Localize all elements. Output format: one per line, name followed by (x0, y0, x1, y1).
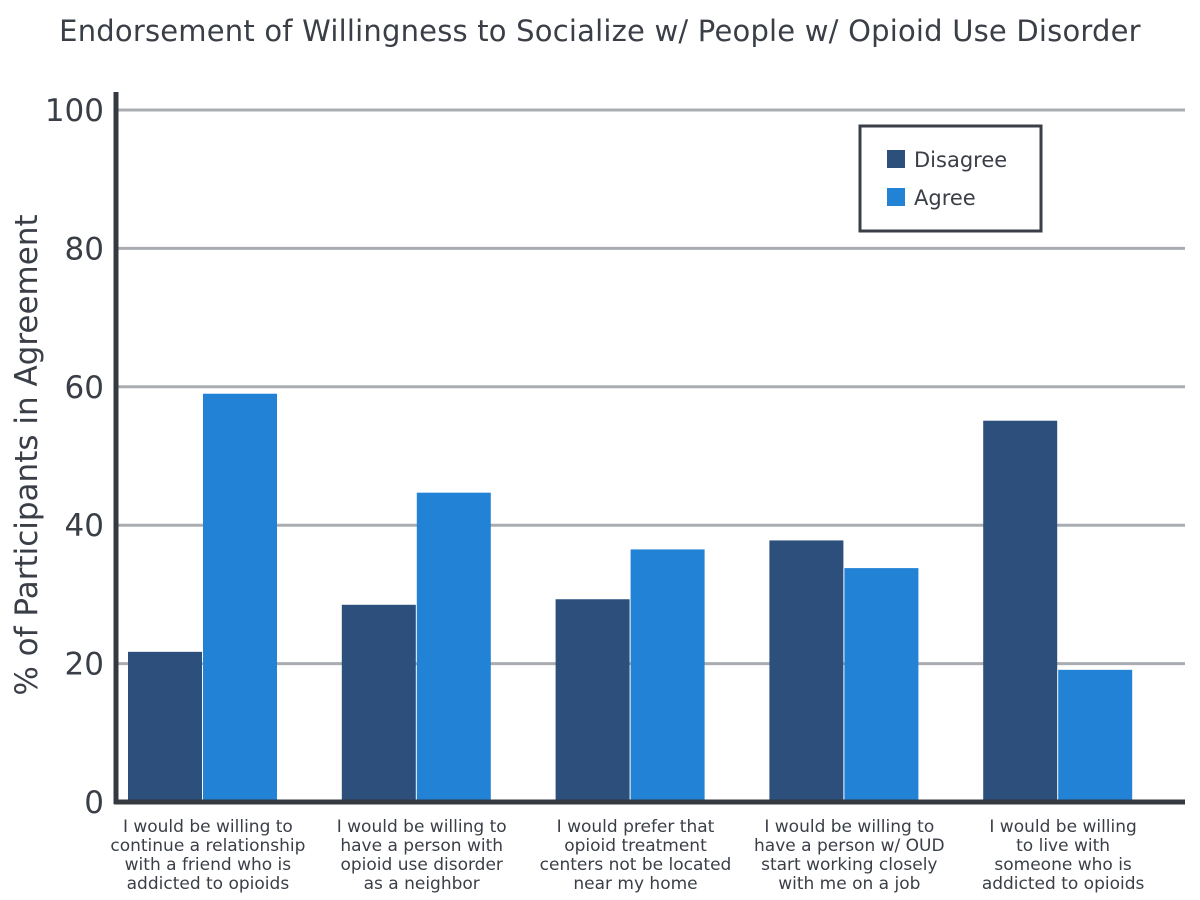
legend-label-agree: Agree (914, 186, 976, 210)
legend-swatch-agree (887, 188, 905, 206)
chart-title: Endorsement of Willingness to Socialize … (59, 14, 1141, 48)
bar-agree-5 (1058, 669, 1133, 802)
x-category-label: I would be willing to live with someone wh… (982, 817, 1145, 894)
bar-agree-3 (630, 549, 705, 802)
y-tick-label: 0 (84, 785, 104, 821)
bar-disagree-3 (555, 599, 630, 802)
axes (113, 92, 1185, 805)
legend-swatch-disagree (887, 150, 905, 168)
y-tick-label: 20 (65, 647, 104, 683)
legend-label-disagree: Disagree (914, 148, 1007, 172)
bar-disagree-1 (128, 651, 202, 802)
x-category-label: I would be willing to continue a relation… (110, 817, 305, 894)
bars (128, 393, 1133, 802)
x-category-labels: I would be willing to continue a relation… (110, 817, 1144, 894)
legend-box (858, 124, 1043, 233)
y-tick-label: 100 (45, 93, 104, 129)
y-tick-label: 40 (65, 508, 104, 544)
bar-disagree-5 (983, 420, 1058, 802)
bar-disagree-2 (341, 604, 416, 802)
bar-agree-2 (416, 492, 491, 802)
x-category-label: I would be willing to have a person with o… (337, 817, 507, 894)
y-tick-label: 80 (65, 231, 104, 267)
bar-disagree-4 (769, 540, 844, 802)
x-category-label: I would prefer that opioid treatment cente… (540, 817, 732, 894)
y-axis-label: % of Participants in Agreement (9, 214, 45, 695)
x-category-label: I would be willing to have a person w/ OU… (754, 817, 945, 894)
bar-agree-1 (203, 393, 277, 802)
y-tick-label: 60 (65, 370, 104, 406)
y-tick-labels: 0 20 40 60 80 100 (45, 93, 104, 821)
legend: Disagree Agree (858, 124, 1043, 233)
bar-agree-4 (844, 568, 919, 802)
